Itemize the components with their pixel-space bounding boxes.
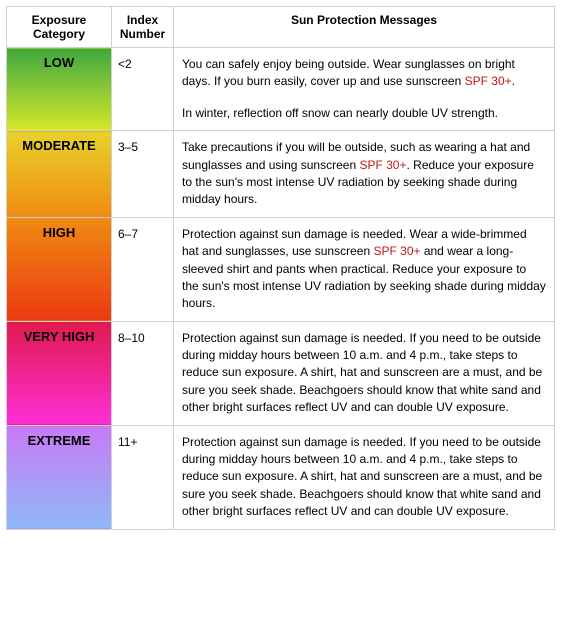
header-index: Index Number — [112, 7, 174, 48]
category-cell: LOW — [7, 48, 112, 131]
header-message: Sun Protection Messages — [174, 7, 555, 48]
table-row: HIGH6–7Protection against sun damage is … — [7, 217, 555, 321]
category-cell: EXTREME — [7, 425, 112, 529]
category-cell: HIGH — [7, 217, 112, 321]
table-row: MODERATE3–5Take precautions if you will … — [7, 131, 555, 218]
message-cell: Protection against sun damage is needed.… — [174, 217, 555, 321]
table-row: LOW<2You can safely enjoy being outside.… — [7, 48, 555, 131]
category-cell: MODERATE — [7, 131, 112, 218]
index-cell: 11+ — [112, 425, 174, 529]
category-cell: VERY HIGH — [7, 321, 112, 425]
table-row: EXTREME11+Protection against sun damage … — [7, 425, 555, 529]
message-cell: Protection against sun damage is needed.… — [174, 425, 555, 529]
message-cell: Protection against sun damage is needed.… — [174, 321, 555, 425]
index-cell: 8–10 — [112, 321, 174, 425]
index-cell: 3–5 — [112, 131, 174, 218]
message-cell: Take precautions if you will be outside,… — [174, 131, 555, 218]
table-row: VERY HIGH8–10Protection against sun dama… — [7, 321, 555, 425]
message-cell: You can safely enjoy being outside. Wear… — [174, 48, 555, 131]
header-category: Exposure Category — [7, 7, 112, 48]
header-row: Exposure Category Index Number Sun Prote… — [7, 7, 555, 48]
uv-index-table: Exposure Category Index Number Sun Prote… — [6, 6, 555, 530]
index-cell: 6–7 — [112, 217, 174, 321]
index-cell: <2 — [112, 48, 174, 131]
